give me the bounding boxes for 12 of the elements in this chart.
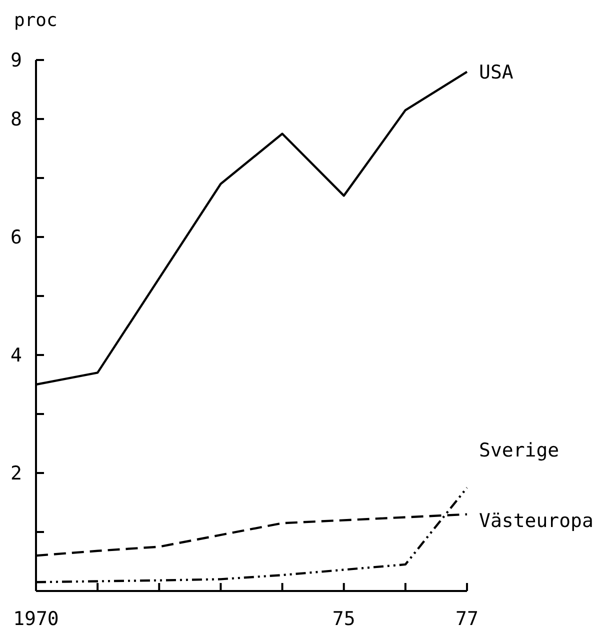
y-tick-label: 2: [10, 462, 22, 485]
x-tick-label: 75: [332, 608, 356, 630]
y-tick-label: 6: [10, 226, 22, 249]
y-tick-label: 4: [10, 344, 22, 367]
y-axis-title: proc: [14, 10, 58, 31]
series-label: Sverige: [479, 439, 560, 462]
series-label: USA: [479, 61, 514, 84]
x-tick-label: 1970: [13, 608, 59, 630]
x-tick-label: 77: [456, 608, 478, 630]
y-tick-label: 9: [10, 50, 22, 72]
series-label: Västeuropa: [479, 510, 594, 532]
y-tick-label: 8: [10, 108, 22, 131]
